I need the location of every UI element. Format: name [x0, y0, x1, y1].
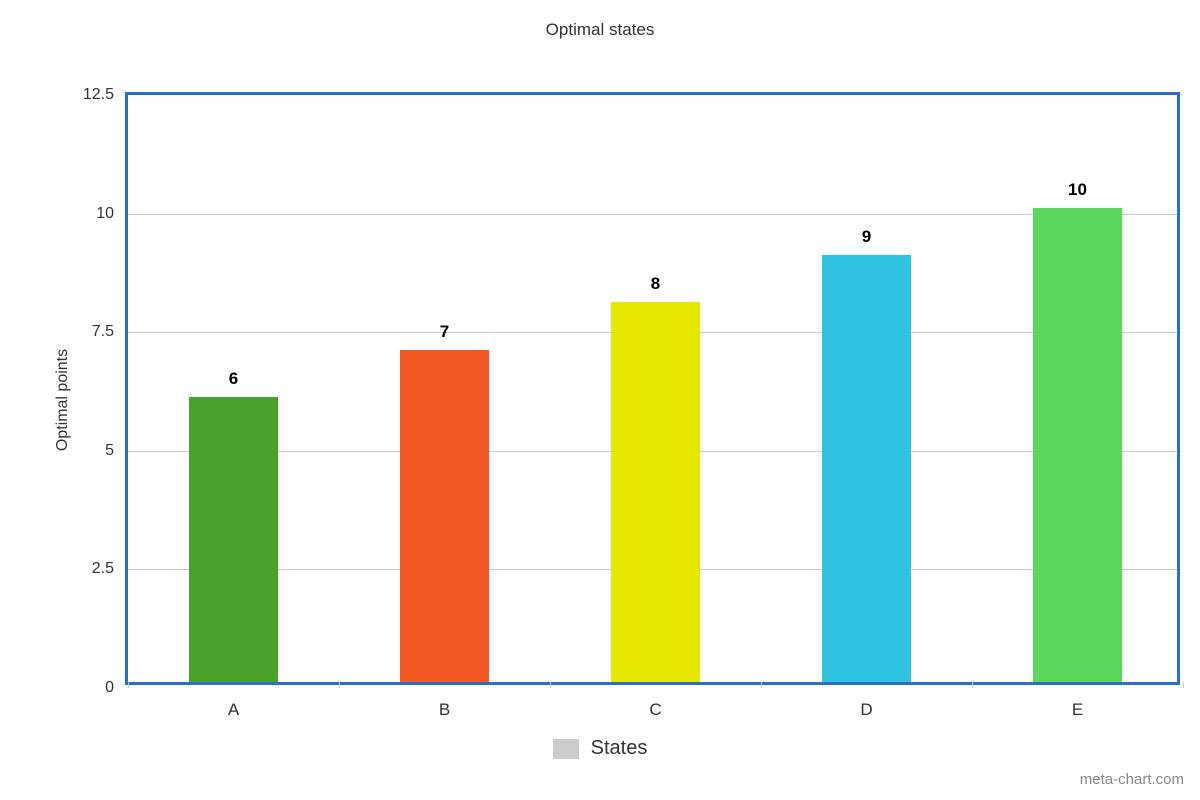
y-tick-label: 10 — [96, 205, 114, 223]
bar-value-label: 9 — [822, 227, 911, 247]
x-tick-mark — [972, 682, 973, 688]
x-tick-mark — [1183, 682, 1184, 688]
x-tick-mark — [550, 682, 551, 688]
legend-label: States — [591, 737, 648, 760]
x-tick-mark — [128, 682, 129, 688]
x-tick-label: A — [228, 700, 239, 720]
plot-area: 02.557.51012.56A7B8C9D10E — [125, 92, 1180, 685]
y-tick-label: 0 — [105, 679, 114, 697]
gridline — [128, 214, 1177, 215]
legend-swatch — [553, 739, 579, 759]
bar — [400, 350, 489, 682]
legend: States — [0, 737, 1200, 760]
bar — [1033, 208, 1122, 682]
x-tick-mark — [761, 682, 762, 688]
bar — [189, 397, 278, 682]
bar — [611, 302, 700, 682]
bar-value-label: 7 — [400, 322, 489, 342]
bar-value-label: 10 — [1033, 180, 1122, 200]
y-axis-label: Optimal points — [54, 349, 72, 451]
y-tick-label: 2.5 — [92, 560, 114, 578]
x-tick-label: B — [439, 700, 450, 720]
bar-value-label: 6 — [189, 369, 278, 389]
x-tick-label: E — [1072, 700, 1083, 720]
x-tick-label: D — [860, 700, 872, 720]
y-tick-label: 5 — [105, 442, 114, 460]
y-tick-label: 12.5 — [83, 86, 114, 104]
chart-title: Optimal states — [0, 20, 1200, 40]
x-tick-mark — [339, 682, 340, 688]
bar-value-label: 8 — [611, 274, 700, 294]
x-tick-label: C — [649, 700, 661, 720]
attribution-text: meta-chart.com — [1080, 771, 1184, 788]
y-tick-label: 7.5 — [92, 323, 114, 341]
bar — [822, 255, 911, 682]
